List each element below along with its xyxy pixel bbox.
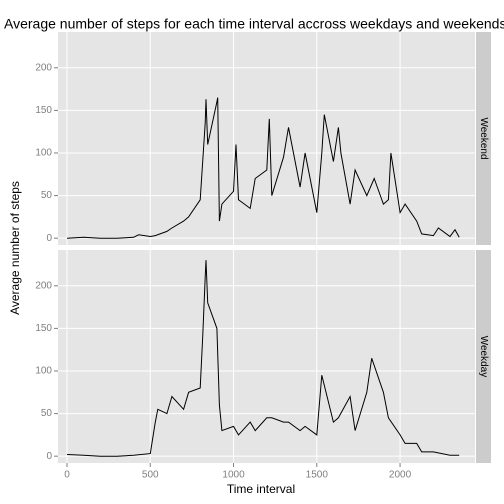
facet-strip bbox=[476, 32, 491, 245]
y-tick-label: 150 bbox=[35, 105, 52, 116]
x-tick-label: 2000 bbox=[389, 470, 412, 481]
y-tick-label: 150 bbox=[35, 323, 52, 334]
y-tick-label: 100 bbox=[35, 148, 52, 159]
x-tick-label: 1500 bbox=[306, 470, 329, 481]
y-axis-label: Average number of steps bbox=[8, 181, 22, 315]
x-tick-label: 0 bbox=[64, 470, 70, 481]
chart-title: Average number of steps for each time in… bbox=[4, 16, 504, 32]
line bbox=[66, 260, 460, 457]
panel-background bbox=[58, 250, 475, 463]
y-tick-label: 200 bbox=[35, 62, 52, 73]
x-tick-label: 1000 bbox=[222, 470, 245, 481]
facet-strip bbox=[476, 250, 491, 463]
facet-label: Weekday bbox=[478, 336, 489, 378]
line bbox=[66, 97, 460, 239]
y-tick-label: 50 bbox=[41, 408, 53, 419]
y-tick-label: 100 bbox=[35, 366, 52, 377]
x-axis-label: Time interval bbox=[227, 482, 295, 496]
y-tick-label: 200 bbox=[35, 280, 52, 291]
y-tick-label: 0 bbox=[46, 233, 52, 244]
panel-background bbox=[58, 32, 475, 245]
y-tick-label: 0 bbox=[46, 451, 52, 462]
y-tick-label: 50 bbox=[41, 190, 53, 201]
facet-label: Weekend bbox=[478, 117, 489, 159]
x-tick-label: 500 bbox=[142, 470, 159, 481]
